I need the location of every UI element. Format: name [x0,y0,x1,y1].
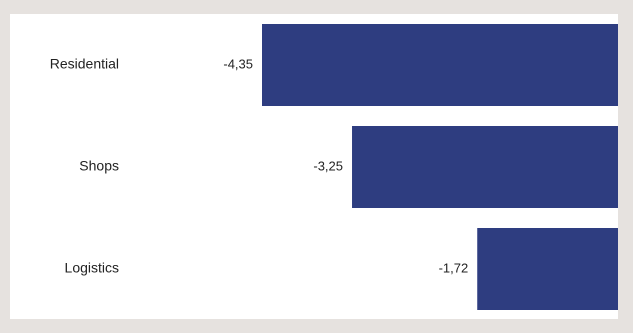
category-label-logistics: Logistics [65,260,119,276]
value-label-residential: -4,35 [223,56,253,71]
bar-residential [262,24,618,106]
value-label-logistics: -1,72 [439,260,469,275]
category-label-residential: Residential [50,56,119,72]
bar-logistics [477,228,618,310]
value-label-shops: -3,25 [313,158,343,173]
category-label-shops: Shops [79,158,119,174]
chart-panel: Residential -4,35 Shops -3,25 Logistics -1,72 [10,14,618,319]
bar-shops [352,126,618,208]
bar-chart: Residential -4,35 Shops -3,25 Logistics -1,72 [50,24,618,310]
